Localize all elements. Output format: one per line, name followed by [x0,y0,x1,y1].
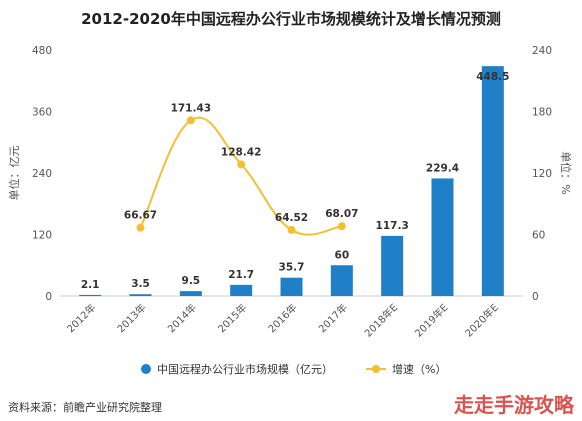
bar [129,294,152,296]
bar [431,178,454,296]
watermark-text: 走走手游攻略 [454,393,575,417]
x-tick-label: 2014年 [165,301,199,335]
bar-value-label: 2.1 [81,279,100,291]
right-tick-label: 60 [532,230,545,242]
bar-value-label: 9.5 [182,275,201,287]
line-value-label: 171.43 [171,102,212,114]
bar [481,66,504,296]
x-tick-label: 2013年 [114,301,148,335]
bar [381,235,404,296]
bar-series [79,66,504,296]
bar-value-label: 117.3 [376,220,409,232]
x-tick-label: 2012年 [64,301,98,335]
line-point [287,225,296,234]
growth-line [139,116,343,236]
right-axis-ticks: 0 60 120 180 240 [532,45,552,303]
right-axis-label: 单位：% [559,151,573,194]
bar-data-labels: 2.1 3.5 9.5 21.7 35.7 60 117.3 229.4 448.5 [81,71,510,291]
line-value-label: 68.07 [325,208,358,220]
source-note: 资料来源：前瞻产业研究院整理 [8,400,162,414]
right-tick-label: 0 [532,291,539,303]
legend-bar-label: 中国远程办公行业市场规模（亿元） [157,362,333,376]
x-tick-label: 2018年E [362,301,401,340]
bar-value-label: 3.5 [131,278,150,290]
line-series [136,116,346,236]
x-tick-label: 2017年 [316,301,350,335]
x-tick-label: 2020年E [462,301,501,340]
line-value-label: 66.67 [124,210,157,222]
legend-line-dot [372,365,380,373]
bar-value-label: 21.7 [228,269,254,281]
x-tick-label: 2016年 [265,301,299,335]
bar [79,294,102,296]
right-tick-label: 180 [532,107,552,119]
right-tick-label: 120 [532,168,552,180]
left-tick-label: 240 [32,168,52,180]
line-data-labels: 66.67 171.43 128.42 64.52 68.07 [124,102,359,224]
left-tick-label: 480 [32,45,52,57]
line-point [337,222,346,231]
bar-value-label: 60 [335,249,350,261]
bar-value-label: 35.7 [279,262,305,274]
legend: 中国远程办公行业市场规模（亿元） 增速（%） [141,362,446,376]
bar-value-label: 229.4 [426,162,459,174]
chart-title: 2012-2020年中国远程办公行业市场规模统计及增长情况预测 [81,10,501,28]
legend-bar-marker [141,364,151,374]
x-tick-label: 2019年E [412,301,451,340]
bar [230,284,253,296]
bar [280,277,303,296]
left-tick-label: 0 [45,291,52,303]
right-tick-label: 240 [532,45,552,57]
x-tick-label: 2015年 [215,301,249,335]
line-point [136,223,145,232]
bar [330,265,353,296]
x-axis-ticks: 2012年 2013年 2014年 2015年 2016年 2017年 2018年E 2019… [64,301,501,340]
line-value-label: 64.52 [275,212,308,224]
left-tick-label: 120 [32,230,52,242]
line-value-label: 128.42 [221,146,262,158]
bar [179,291,202,296]
line-point [186,116,195,125]
left-tick-label: 360 [32,107,52,119]
left-axis-label: 单位：亿元 [7,146,21,201]
line-point [237,160,246,169]
legend-line-label: 增速（%） [392,362,446,376]
left-axis-ticks: 0 120 240 360 480 [32,45,52,303]
bar-value-label: 448.5 [476,71,509,83]
